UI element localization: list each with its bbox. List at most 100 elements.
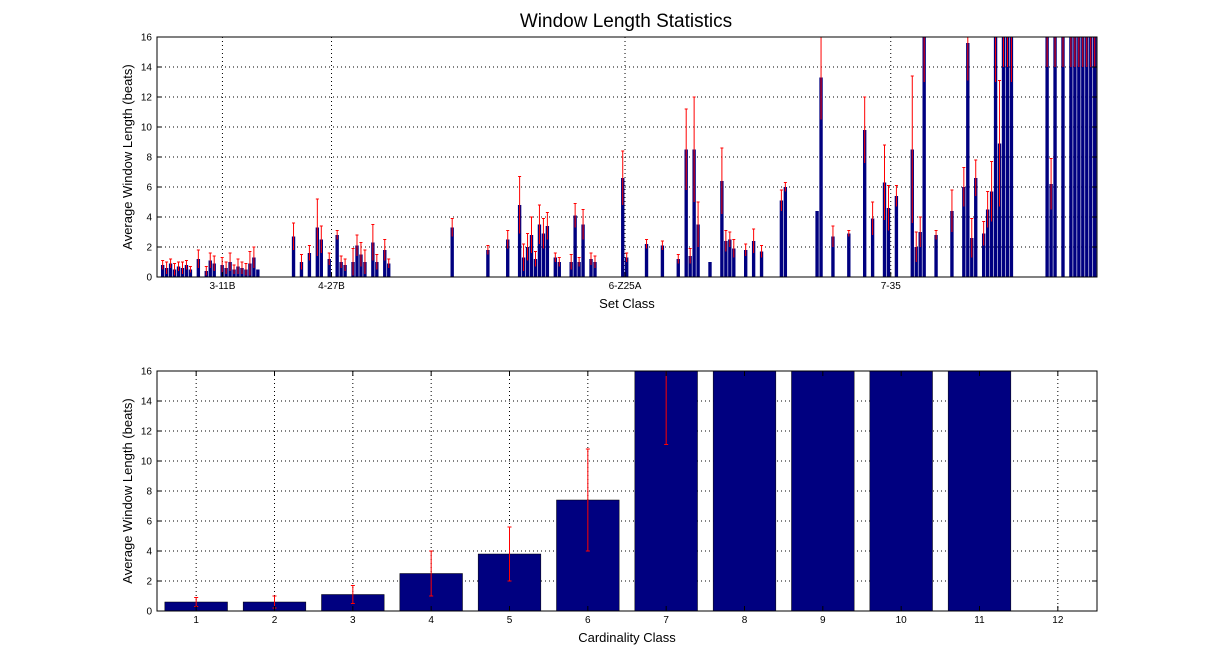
cardinality-ytick-label: 12 (141, 427, 153, 438)
set-class-bar (1085, 37, 1089, 277)
set-class-bar (541, 233, 546, 277)
set-class-bar (291, 236, 296, 277)
set-class-bar (882, 182, 887, 277)
set-class-bar (815, 211, 819, 277)
set-class-bar (974, 178, 978, 277)
set-class-bar (993, 37, 998, 277)
set-class-bar (751, 241, 756, 277)
set-class-bar (537, 224, 542, 277)
set-class-bar (184, 265, 189, 277)
cardinality-bar (712, 370, 777, 612)
set-class-bar (355, 245, 359, 277)
set-class-bar (593, 262, 597, 277)
set-class-ytick-label: 6 (146, 183, 152, 194)
set-class-bar (783, 187, 788, 277)
set-class-bar (644, 244, 649, 277)
set-class-bar (696, 224, 700, 277)
cardinality-ytick-label: 8 (146, 487, 152, 498)
set-class-bar (1005, 37, 1010, 277)
set-class-ytick-label: 8 (146, 153, 152, 164)
set-class-ylabel: Average Window Length (beats) (120, 64, 135, 249)
set-class-bar (1061, 37, 1065, 277)
cardinality-xtick-label: 11 (974, 615, 985, 626)
cardinality-ytick-label: 14 (141, 397, 153, 408)
cardinality-xtick-label: 6 (585, 615, 591, 626)
set-class-bar (319, 239, 323, 277)
set-class-bar (1049, 184, 1053, 277)
set-class-bar (486, 250, 490, 277)
set-class-error-bars (161, 37, 1096, 276)
set-class-chart: 0 2 4 6 8 10 12 14 16 3-11B 4-27B 6-Z25A 7-35 Set C… (120, 33, 1098, 311)
set-class-ytick-label: 0 (146, 273, 152, 284)
figure-title: Window Length Statistics (520, 11, 732, 32)
set-class-bar (307, 253, 312, 277)
set-class-bar (545, 226, 550, 277)
set-class-ytick-label: 2 (146, 243, 152, 254)
set-class-bar (577, 262, 581, 277)
cardinality-ytick-label: 6 (146, 517, 152, 528)
set-class-bar (728, 239, 732, 277)
set-class-bar (506, 239, 510, 277)
cardinality-xtick-label: 5 (507, 615, 513, 626)
set-class-bar (327, 259, 331, 277)
set-class-bar (1081, 37, 1085, 277)
cardinality-xtick-label: 10 (896, 615, 908, 626)
set-class-bar (934, 235, 938, 277)
set-class-bar (997, 143, 1002, 277)
set-class-bar (1053, 37, 1057, 277)
set-class-bar (387, 263, 391, 277)
cardinality-ytick-label: 10 (141, 457, 153, 468)
cardinality-x-ticks: 1 2 3 4 5 6 7 8 9 10 11 12 (193, 371, 1064, 626)
set-class-bar (581, 224, 585, 277)
cardinality-xtick-label: 9 (820, 615, 826, 626)
cardinality-bar (869, 370, 933, 612)
set-class-ytick-label: 4 (146, 213, 152, 224)
cardinality-xtick-label: 1 (193, 615, 199, 626)
cardinality-ylabel: Average Window Length (beats) (120, 398, 135, 583)
cardinality-xtick-label: 7 (663, 615, 669, 626)
set-class-xtick-label: 3-11B (209, 281, 235, 292)
set-class-bar (720, 181, 724, 277)
set-class-bar (862, 130, 867, 277)
set-class-bar (450, 227, 454, 277)
set-class-bar (589, 259, 593, 277)
cardinality-error-bars (194, 371, 669, 609)
set-class-bar (831, 236, 835, 277)
set-class-bar (819, 77, 823, 277)
set-class-bar (188, 269, 193, 277)
cardinality-ytick-label: 2 (146, 577, 152, 588)
set-class-y-ticks: 0 2 4 6 8 10 12 14 16 (141, 33, 1097, 284)
cardinality-xtick-label: 3 (350, 615, 356, 626)
cardinality-bar (791, 370, 855, 612)
cardinality-xlabel: Cardinality Class (578, 630, 676, 645)
set-class-bar (684, 149, 688, 277)
cardinality-xtick-label: 2 (272, 615, 278, 626)
set-class-bar (557, 262, 561, 277)
set-class-bar (688, 256, 692, 277)
cardinality-y-ticks: 0 2 4 6 8 10 12 14 16 (141, 367, 1097, 618)
set-class-bar (950, 211, 954, 277)
set-class-bar (779, 200, 784, 277)
set-class-bar (922, 37, 926, 277)
set-class-bar (981, 233, 986, 277)
set-class-xlabel: Set Class (599, 296, 655, 311)
set-class-bar (870, 218, 875, 277)
set-class-bar (517, 205, 522, 277)
set-class-bar (985, 209, 990, 277)
set-class-bar (525, 247, 530, 277)
set-class-bar (1001, 37, 1006, 277)
set-class-ytick-label: 14 (141, 63, 153, 74)
set-class-bar (625, 257, 629, 277)
set-class-bar (732, 248, 736, 277)
set-class-ytick-label: 12 (141, 93, 153, 104)
set-class-ytick-label: 16 (141, 33, 153, 44)
set-class-xtick-label: 7-35 (881, 281, 901, 292)
set-class-bar (660, 245, 665, 277)
cardinality-bars (164, 370, 1012, 612)
set-class-bar (1073, 37, 1077, 277)
set-class-grid (157, 37, 1097, 277)
cardinality-xtick-label: 8 (742, 615, 748, 626)
set-class-bar (989, 191, 994, 277)
set-class-bar (744, 250, 748, 277)
